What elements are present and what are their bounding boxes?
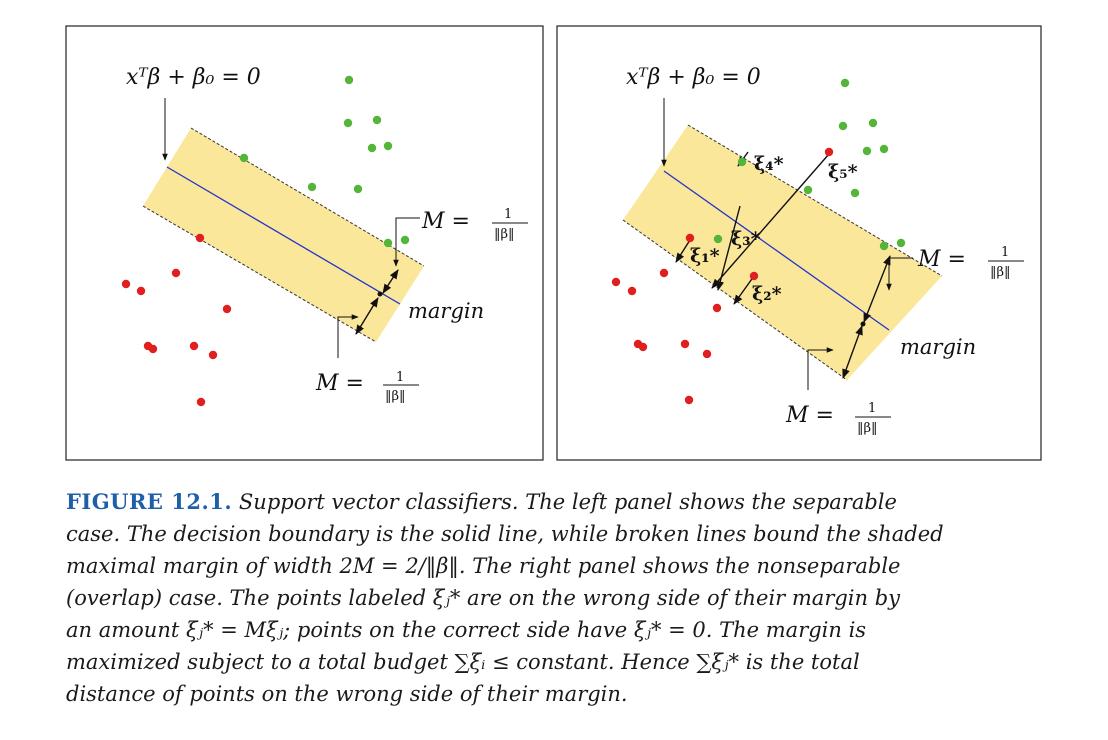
caption-line-1: FIGURE 12.1. Support vector classifiers.… xyxy=(66,486,1042,518)
right-red-point xyxy=(684,395,694,405)
figure-12-1: xᵀβ + β₀ = 0 M = 1 ‖β‖ margin M = 1 ‖β‖ xyxy=(65,25,1042,461)
right-margin-edge-upper xyxy=(687,124,943,277)
left-decision-boundary xyxy=(166,166,401,305)
left-red-point xyxy=(121,279,131,289)
left-green-point xyxy=(367,143,377,153)
right-boundary-dot xyxy=(860,321,866,327)
left-green-point xyxy=(383,141,393,151)
left-green-point xyxy=(372,115,382,125)
figure-label: FIGURE 12.1. xyxy=(66,489,233,514)
caption-line-5: an amount ξⱼ* = Mξⱼ; points on the corre… xyxy=(66,618,867,642)
right-margin-band xyxy=(623,125,942,380)
caption-line-2: case. The decision boundary is the solid… xyxy=(66,522,944,546)
left-red-point xyxy=(136,286,146,296)
xi2-label: ξ₂* xyxy=(752,283,782,305)
right-panel: xᵀβ + β₀ = 0 ξ₁* ξ₂* ξ₃* ξ₄* ξ₅* M = 1 ‖… xyxy=(556,25,1042,461)
right-green-point xyxy=(879,144,889,154)
xi2-arrow xyxy=(733,275,755,305)
right-m-label-top: M = xyxy=(917,247,966,272)
left-green-point xyxy=(343,118,353,128)
right-green-point xyxy=(838,121,848,131)
right-data-points xyxy=(611,78,906,405)
left-margin-arrow-lower xyxy=(355,297,379,335)
left-boundary-equation: xᵀβ + β₀ = 0 xyxy=(126,65,261,90)
xi3-label: ξ₃* xyxy=(731,228,761,250)
right-red-point xyxy=(638,342,648,352)
right-m-frac-num-bottom: 1 xyxy=(868,401,876,416)
right-green-point xyxy=(862,146,872,156)
right-red-point xyxy=(627,286,637,296)
caption-line-7: distance of points on the wrong side of … xyxy=(66,682,628,706)
right-green-point xyxy=(879,241,889,251)
left-m-label-bottom: M = xyxy=(315,371,364,396)
right-green-point xyxy=(868,118,878,128)
right-m-frac-den-top: ‖β‖ xyxy=(990,265,1011,280)
left-m-callout-bottom xyxy=(337,314,359,358)
caption-line-3: maximal margin of width 2M = 2/‖β‖. The … xyxy=(66,554,901,578)
right-red-point xyxy=(611,277,621,287)
xi4-label: ξ₄* xyxy=(754,153,784,175)
right-m-frac-num-top: 1 xyxy=(1001,245,1009,260)
left-green-point xyxy=(400,235,410,245)
right-red-point xyxy=(659,268,669,278)
right-m-callout-top xyxy=(886,257,913,291)
left-red-point xyxy=(222,304,232,314)
right-red-point xyxy=(685,233,695,243)
right-red-point xyxy=(749,271,759,281)
left-m-callout-top xyxy=(393,217,420,267)
left-red-point xyxy=(196,397,206,407)
caption-line-6: maximized subject to a total budget ∑ξᵢ … xyxy=(66,650,860,674)
right-green-point xyxy=(713,234,723,244)
left-green-point xyxy=(383,238,393,248)
left-boundary-dot xyxy=(377,291,383,297)
caption-line-4: (overlap) case. The points labeled ξⱼ* a… xyxy=(66,586,901,610)
right-green-point xyxy=(896,238,906,248)
left-m-label-top: M = xyxy=(421,209,470,234)
left-panel: xᵀβ + β₀ = 0 M = 1 ‖β‖ margin M = 1 ‖β‖ xyxy=(65,25,544,461)
right-decision-boundary xyxy=(663,170,890,331)
left-red-point xyxy=(189,341,199,351)
right-margin-word: margin xyxy=(900,335,976,359)
right-m-label-bottom: M = xyxy=(785,403,834,428)
left-data-points xyxy=(121,75,410,407)
right-green-point xyxy=(850,188,860,198)
left-green-point xyxy=(307,182,317,192)
left-green-point xyxy=(239,153,249,163)
left-margin-arrow-upper xyxy=(382,269,399,294)
xi1-label: ξ₁* xyxy=(690,245,720,267)
left-m-frac-den-bottom: ‖β‖ xyxy=(385,389,406,404)
right-m-frac-den-bottom: ‖β‖ xyxy=(857,421,878,436)
left-green-point xyxy=(344,75,354,85)
left-red-point xyxy=(171,268,181,278)
xi5-label: ξ₅* xyxy=(828,161,858,183)
left-red-point xyxy=(148,344,158,354)
left-m-frac-num-top: 1 xyxy=(504,207,512,222)
left-m-frac-den-top: ‖β‖ xyxy=(494,227,515,242)
left-red-point xyxy=(195,233,205,243)
right-red-point xyxy=(702,349,712,359)
left-m-frac-num-bottom: 1 xyxy=(396,370,404,385)
left-green-point xyxy=(353,184,363,194)
right-m-callout-bottom xyxy=(807,347,834,390)
left-red-point xyxy=(208,350,218,360)
right-red-point xyxy=(824,147,834,157)
right-red-point xyxy=(712,303,722,313)
left-margin-word: margin xyxy=(408,299,484,323)
right-margin-arrow-upper xyxy=(863,255,891,323)
right-boundary-equation: xᵀβ + β₀ = 0 xyxy=(626,65,761,90)
xi1-arrow xyxy=(675,239,691,263)
caption-text-1: Support vector classifiers. The left pan… xyxy=(238,490,897,514)
right-green-point xyxy=(803,185,813,195)
xi5-arrow xyxy=(711,153,830,289)
right-green-point xyxy=(840,78,850,88)
right-margin-arrow-lower xyxy=(842,325,863,379)
figure-caption: FIGURE 12.1. Support vector classifiers.… xyxy=(66,486,1042,710)
right-red-point xyxy=(680,339,690,349)
right-green-point xyxy=(737,157,747,167)
